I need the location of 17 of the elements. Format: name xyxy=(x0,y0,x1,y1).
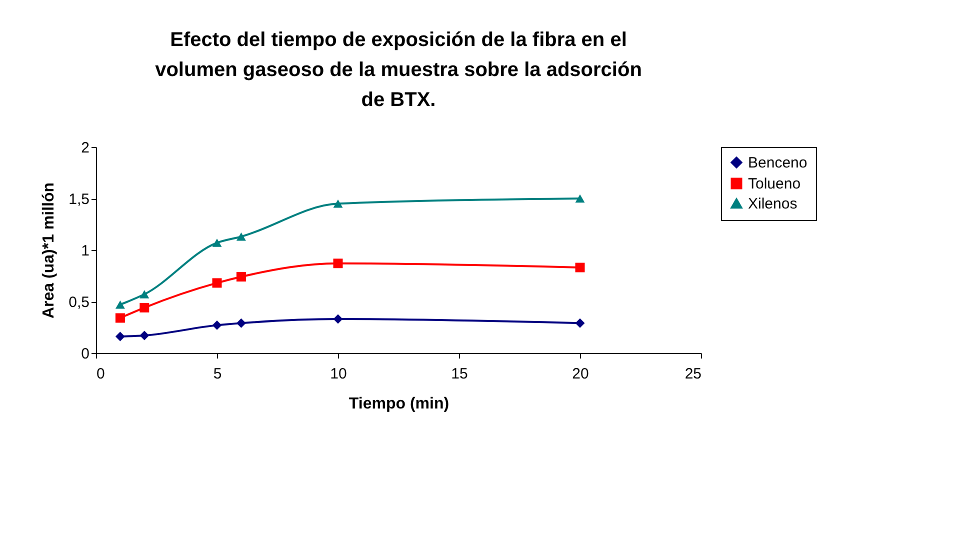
x-tick-label: 25 xyxy=(684,366,702,382)
y-tick-label: 1,5 xyxy=(68,191,90,208)
y-tick-label: 0 xyxy=(81,346,90,362)
chart-title: Efecto del tiempo de exposición de la fibra en el volumen gaseoso de la muestra sobre la adsorción de BTX. xyxy=(155,29,642,111)
legend-label: Benceno xyxy=(748,154,808,172)
y-axis-title: Area (ua)*1 millón xyxy=(40,182,58,319)
x-tick-label: 15 xyxy=(451,366,468,382)
x-tick-label: 20 xyxy=(572,366,589,382)
legend-label: Xilenos xyxy=(748,196,798,212)
x-tick-label: 5 xyxy=(213,366,222,382)
x-axis-title: Tiempo (min) xyxy=(348,396,450,412)
x-tick-label: 10 xyxy=(330,366,347,382)
legend-label: Tolueno xyxy=(748,176,801,192)
x-tick-label: 0 xyxy=(96,366,105,382)
y-tick-label: 0,5 xyxy=(68,294,90,311)
y-tick-label: 2 xyxy=(81,140,90,156)
y-tick-label: 1 xyxy=(81,242,90,260)
